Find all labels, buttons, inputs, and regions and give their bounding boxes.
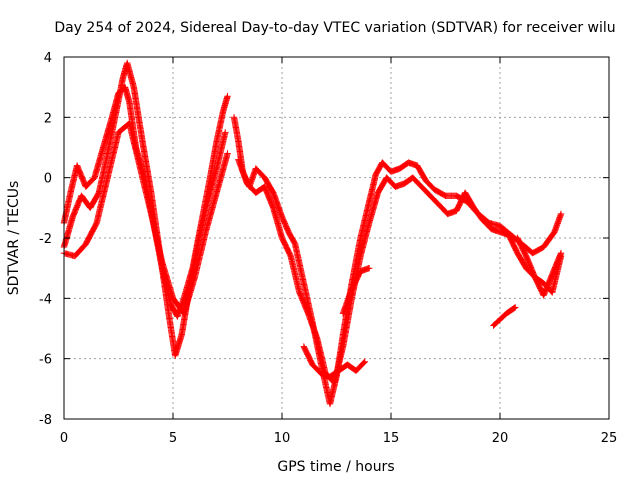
series-track-e <box>235 156 565 386</box>
x-axis-title: GPS time / hours <box>277 459 394 475</box>
y-tick-label: 2 <box>44 111 52 126</box>
series-track-i <box>514 234 565 299</box>
x-tick-label: 5 <box>169 431 177 446</box>
series-track-f <box>300 343 368 380</box>
x-tick-label: 20 <box>492 431 509 446</box>
x-tick-label: 25 <box>601 431 618 446</box>
series-track-h <box>490 304 519 329</box>
series-markers <box>300 343 368 380</box>
y-tick-label: -4 <box>39 292 52 307</box>
y-tick-label: -8 <box>39 413 52 428</box>
y-tick-label: -6 <box>39 353 52 368</box>
series-markers <box>230 114 565 408</box>
series-track-d <box>230 114 565 408</box>
axis-ticks: 0 5 10 15 20 25 -8 -6 -4 -2 0 2 4 <box>39 51 617 446</box>
x-tick-label: 0 <box>60 431 68 446</box>
y-axis-title: SDTVAR / TECUs <box>6 181 22 296</box>
series-markers <box>339 265 373 317</box>
chart-title: Day 254 of 2024, Sidereal Day-to-day VTE… <box>54 20 615 36</box>
series-markers <box>235 156 565 386</box>
x-tick-label: 15 <box>383 431 400 446</box>
x-tick-label: 10 <box>274 431 291 446</box>
y-tick-label: 4 <box>44 51 52 66</box>
data-series <box>60 59 565 408</box>
series-markers <box>490 304 519 329</box>
series-track-b <box>60 59 229 359</box>
series-markers <box>60 59 229 359</box>
y-tick-label: 0 <box>44 172 52 187</box>
y-tick-label: -2 <box>39 232 52 247</box>
series-markers <box>514 234 565 299</box>
series-track-g <box>339 265 373 317</box>
